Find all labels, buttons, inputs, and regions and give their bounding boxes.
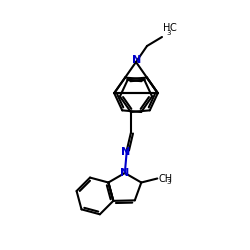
Text: N: N — [121, 147, 130, 157]
Text: CH: CH — [158, 174, 172, 184]
Text: 3: 3 — [166, 30, 171, 36]
Text: N: N — [120, 168, 130, 178]
Text: C: C — [170, 23, 176, 33]
Text: N: N — [132, 55, 141, 65]
Text: 3: 3 — [166, 178, 171, 184]
Text: H: H — [163, 23, 170, 33]
